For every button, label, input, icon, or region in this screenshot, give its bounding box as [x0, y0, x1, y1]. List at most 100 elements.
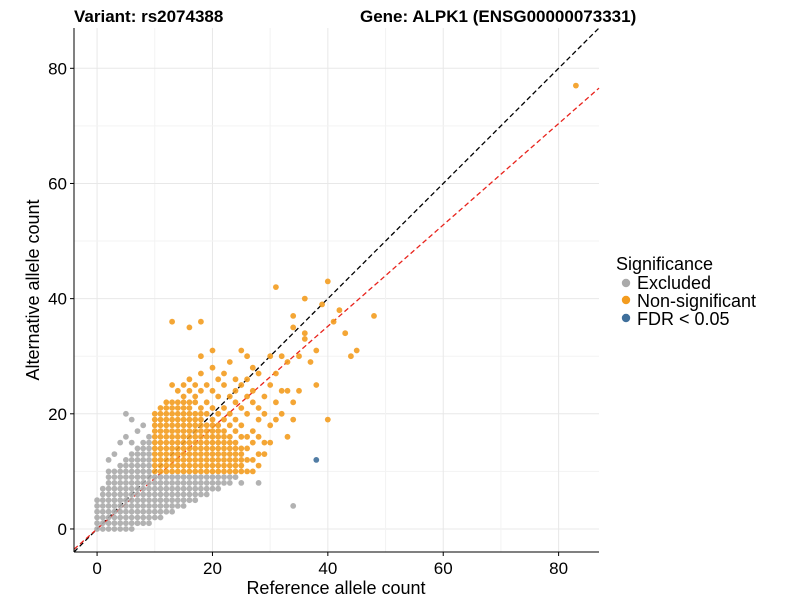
point-excluded — [111, 508, 118, 515]
point-excluded — [146, 514, 152, 521]
point-non-significant — [198, 405, 204, 411]
point-non-significant — [180, 382, 187, 388]
point-non-significant — [255, 462, 262, 469]
point-non-significant — [226, 410, 233, 417]
point-non-significant — [163, 416, 170, 423]
x-tick-label: 80 — [549, 559, 568, 578]
point-non-significant — [192, 462, 199, 469]
point-excluded — [134, 457, 141, 463]
point-excluded — [117, 526, 124, 532]
point-non-significant — [296, 353, 302, 360]
point-excluded — [157, 497, 164, 504]
point-excluded — [146, 451, 152, 457]
point-non-significant — [226, 439, 233, 446]
point-excluded — [123, 497, 129, 504]
point-non-significant — [313, 382, 320, 388]
point-excluded — [111, 520, 118, 527]
point-excluded — [151, 503, 158, 509]
point-excluded — [111, 497, 118, 504]
point-excluded — [140, 520, 147, 527]
point-excluded — [174, 480, 181, 486]
point-non-significant — [192, 416, 199, 423]
point-excluded — [128, 485, 135, 492]
point-non-significant — [238, 405, 245, 411]
point-excluded — [105, 474, 112, 480]
point-excluded — [140, 503, 147, 509]
point-non-significant — [249, 428, 256, 434]
point-excluded — [157, 491, 164, 498]
point-excluded — [128, 474, 135, 480]
point-non-significant — [157, 468, 164, 475]
point-excluded — [226, 480, 233, 486]
point-non-significant — [232, 457, 239, 463]
point-non-significant — [180, 399, 187, 406]
point-non-significant — [226, 359, 233, 365]
point-non-significant — [273, 399, 279, 406]
point-non-significant — [238, 462, 245, 469]
point-non-significant — [157, 445, 164, 452]
point-non-significant — [221, 416, 227, 423]
point-excluded — [146, 474, 152, 480]
point-non-significant — [226, 433, 233, 440]
point-excluded — [134, 445, 141, 452]
point-non-significant — [169, 468, 176, 475]
point-non-significant — [163, 433, 170, 440]
point-non-significant — [157, 416, 164, 423]
point-excluded — [192, 491, 199, 498]
point-non-significant — [198, 433, 204, 440]
point-non-significant — [203, 445, 210, 452]
point-non-significant — [151, 445, 158, 452]
point-excluded — [134, 503, 141, 509]
point-excluded — [105, 520, 112, 527]
point-excluded — [215, 485, 222, 492]
point-non-significant — [203, 382, 210, 388]
point-fdr-0-05 — [313, 457, 320, 463]
point-non-significant — [180, 428, 187, 434]
point-non-significant — [226, 457, 233, 463]
point-excluded — [174, 474, 181, 480]
x-axis-title: Reference allele count — [246, 578, 425, 598]
point-non-significant — [203, 410, 210, 417]
point-excluded — [151, 514, 158, 521]
point-excluded — [99, 514, 106, 521]
point-excluded — [198, 480, 204, 486]
point-non-significant — [186, 324, 193, 331]
point-excluded — [111, 514, 118, 521]
point-excluded — [140, 491, 147, 498]
point-non-significant — [151, 428, 158, 434]
point-non-significant — [226, 422, 233, 429]
point-non-significant — [209, 405, 216, 411]
y-tick-label: 80 — [48, 59, 67, 78]
point-excluded — [123, 480, 129, 486]
point-non-significant — [573, 82, 579, 89]
point-non-significant — [244, 376, 251, 383]
point-excluded — [146, 439, 152, 446]
point-excluded — [123, 514, 129, 521]
point-non-significant — [186, 405, 193, 411]
point-non-significant — [198, 445, 204, 452]
point-excluded — [203, 480, 210, 486]
point-non-significant — [180, 393, 187, 400]
point-excluded — [134, 520, 141, 527]
point-excluded — [111, 468, 118, 475]
legend-swatch-fdr — [621, 313, 631, 323]
point-non-significant — [157, 457, 164, 463]
point-non-significant — [348, 353, 354, 360]
point-non-significant — [290, 399, 297, 406]
point-excluded — [146, 491, 152, 498]
point-excluded — [128, 520, 135, 527]
point-excluded — [169, 503, 176, 509]
point-non-significant — [232, 399, 239, 406]
point-excluded — [117, 439, 124, 446]
point-non-significant — [169, 439, 176, 446]
point-excluded — [99, 503, 106, 509]
point-non-significant — [284, 387, 291, 394]
point-excluded — [123, 485, 129, 492]
point-non-significant — [174, 439, 181, 446]
point-excluded — [163, 503, 170, 509]
x-tick-label: 60 — [434, 559, 453, 578]
point-non-significant — [278, 353, 285, 360]
point-non-significant — [255, 416, 262, 423]
point-excluded — [99, 485, 106, 492]
